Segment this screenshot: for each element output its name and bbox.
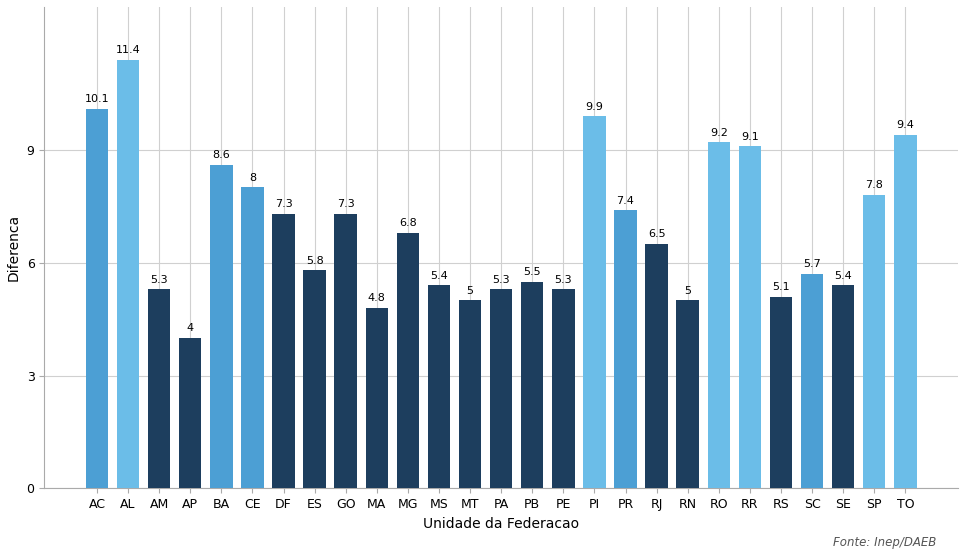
Bar [801,274,823,488]
Text: 5.3: 5.3 [492,275,510,285]
Bar [738,146,761,488]
Text: 7.3: 7.3 [337,199,354,209]
Bar [676,300,699,488]
Text: 11.4: 11.4 [116,45,141,55]
Text: 7.3: 7.3 [275,199,292,209]
Text: 5.4: 5.4 [430,271,448,281]
Text: 6.8: 6.8 [399,218,417,228]
Bar [241,188,263,488]
Bar [458,300,482,488]
Bar [552,289,574,488]
Bar [148,289,171,488]
Text: 10.1: 10.1 [85,94,109,104]
X-axis label: Unidade da Federacao: Unidade da Federacao [423,517,579,531]
Bar [490,289,512,488]
Text: Fonte: Inep/DAEB: Fonte: Inep/DAEB [833,537,936,549]
Bar [303,270,326,488]
Bar [521,281,543,488]
Text: 6.5: 6.5 [648,229,666,239]
Text: 5.1: 5.1 [772,282,789,292]
Text: 5.8: 5.8 [306,256,323,266]
Bar [427,285,450,488]
Bar [272,214,294,488]
Text: 9.4: 9.4 [896,120,914,130]
Text: 8.6: 8.6 [212,150,231,160]
Bar [832,285,854,488]
Text: 5.7: 5.7 [803,260,821,270]
Bar [210,165,233,488]
Text: 5.3: 5.3 [555,275,572,285]
Bar [583,116,606,488]
Text: 4.8: 4.8 [368,294,386,304]
Bar [397,233,419,488]
Bar [863,195,886,488]
Text: 5.4: 5.4 [835,271,852,281]
Text: 5: 5 [684,286,691,296]
Text: 8: 8 [249,173,256,183]
Text: 9.2: 9.2 [710,128,728,138]
Bar [895,135,917,488]
Bar [707,142,730,488]
Bar [770,296,792,488]
Bar [335,214,357,488]
Text: 7.4: 7.4 [617,195,634,205]
Y-axis label: Diferenca: Diferenca [7,214,21,281]
Bar [646,244,668,488]
Text: 5.3: 5.3 [151,275,168,285]
Bar [86,108,108,488]
Text: 9.1: 9.1 [741,132,758,142]
Bar [117,59,139,488]
Text: 4: 4 [186,324,194,334]
Text: 5.5: 5.5 [523,267,541,277]
Bar [366,308,388,488]
Bar [179,338,202,488]
Text: 9.9: 9.9 [586,102,603,112]
Text: 7.8: 7.8 [866,180,883,190]
Bar [615,210,637,488]
Text: 5: 5 [466,286,474,296]
